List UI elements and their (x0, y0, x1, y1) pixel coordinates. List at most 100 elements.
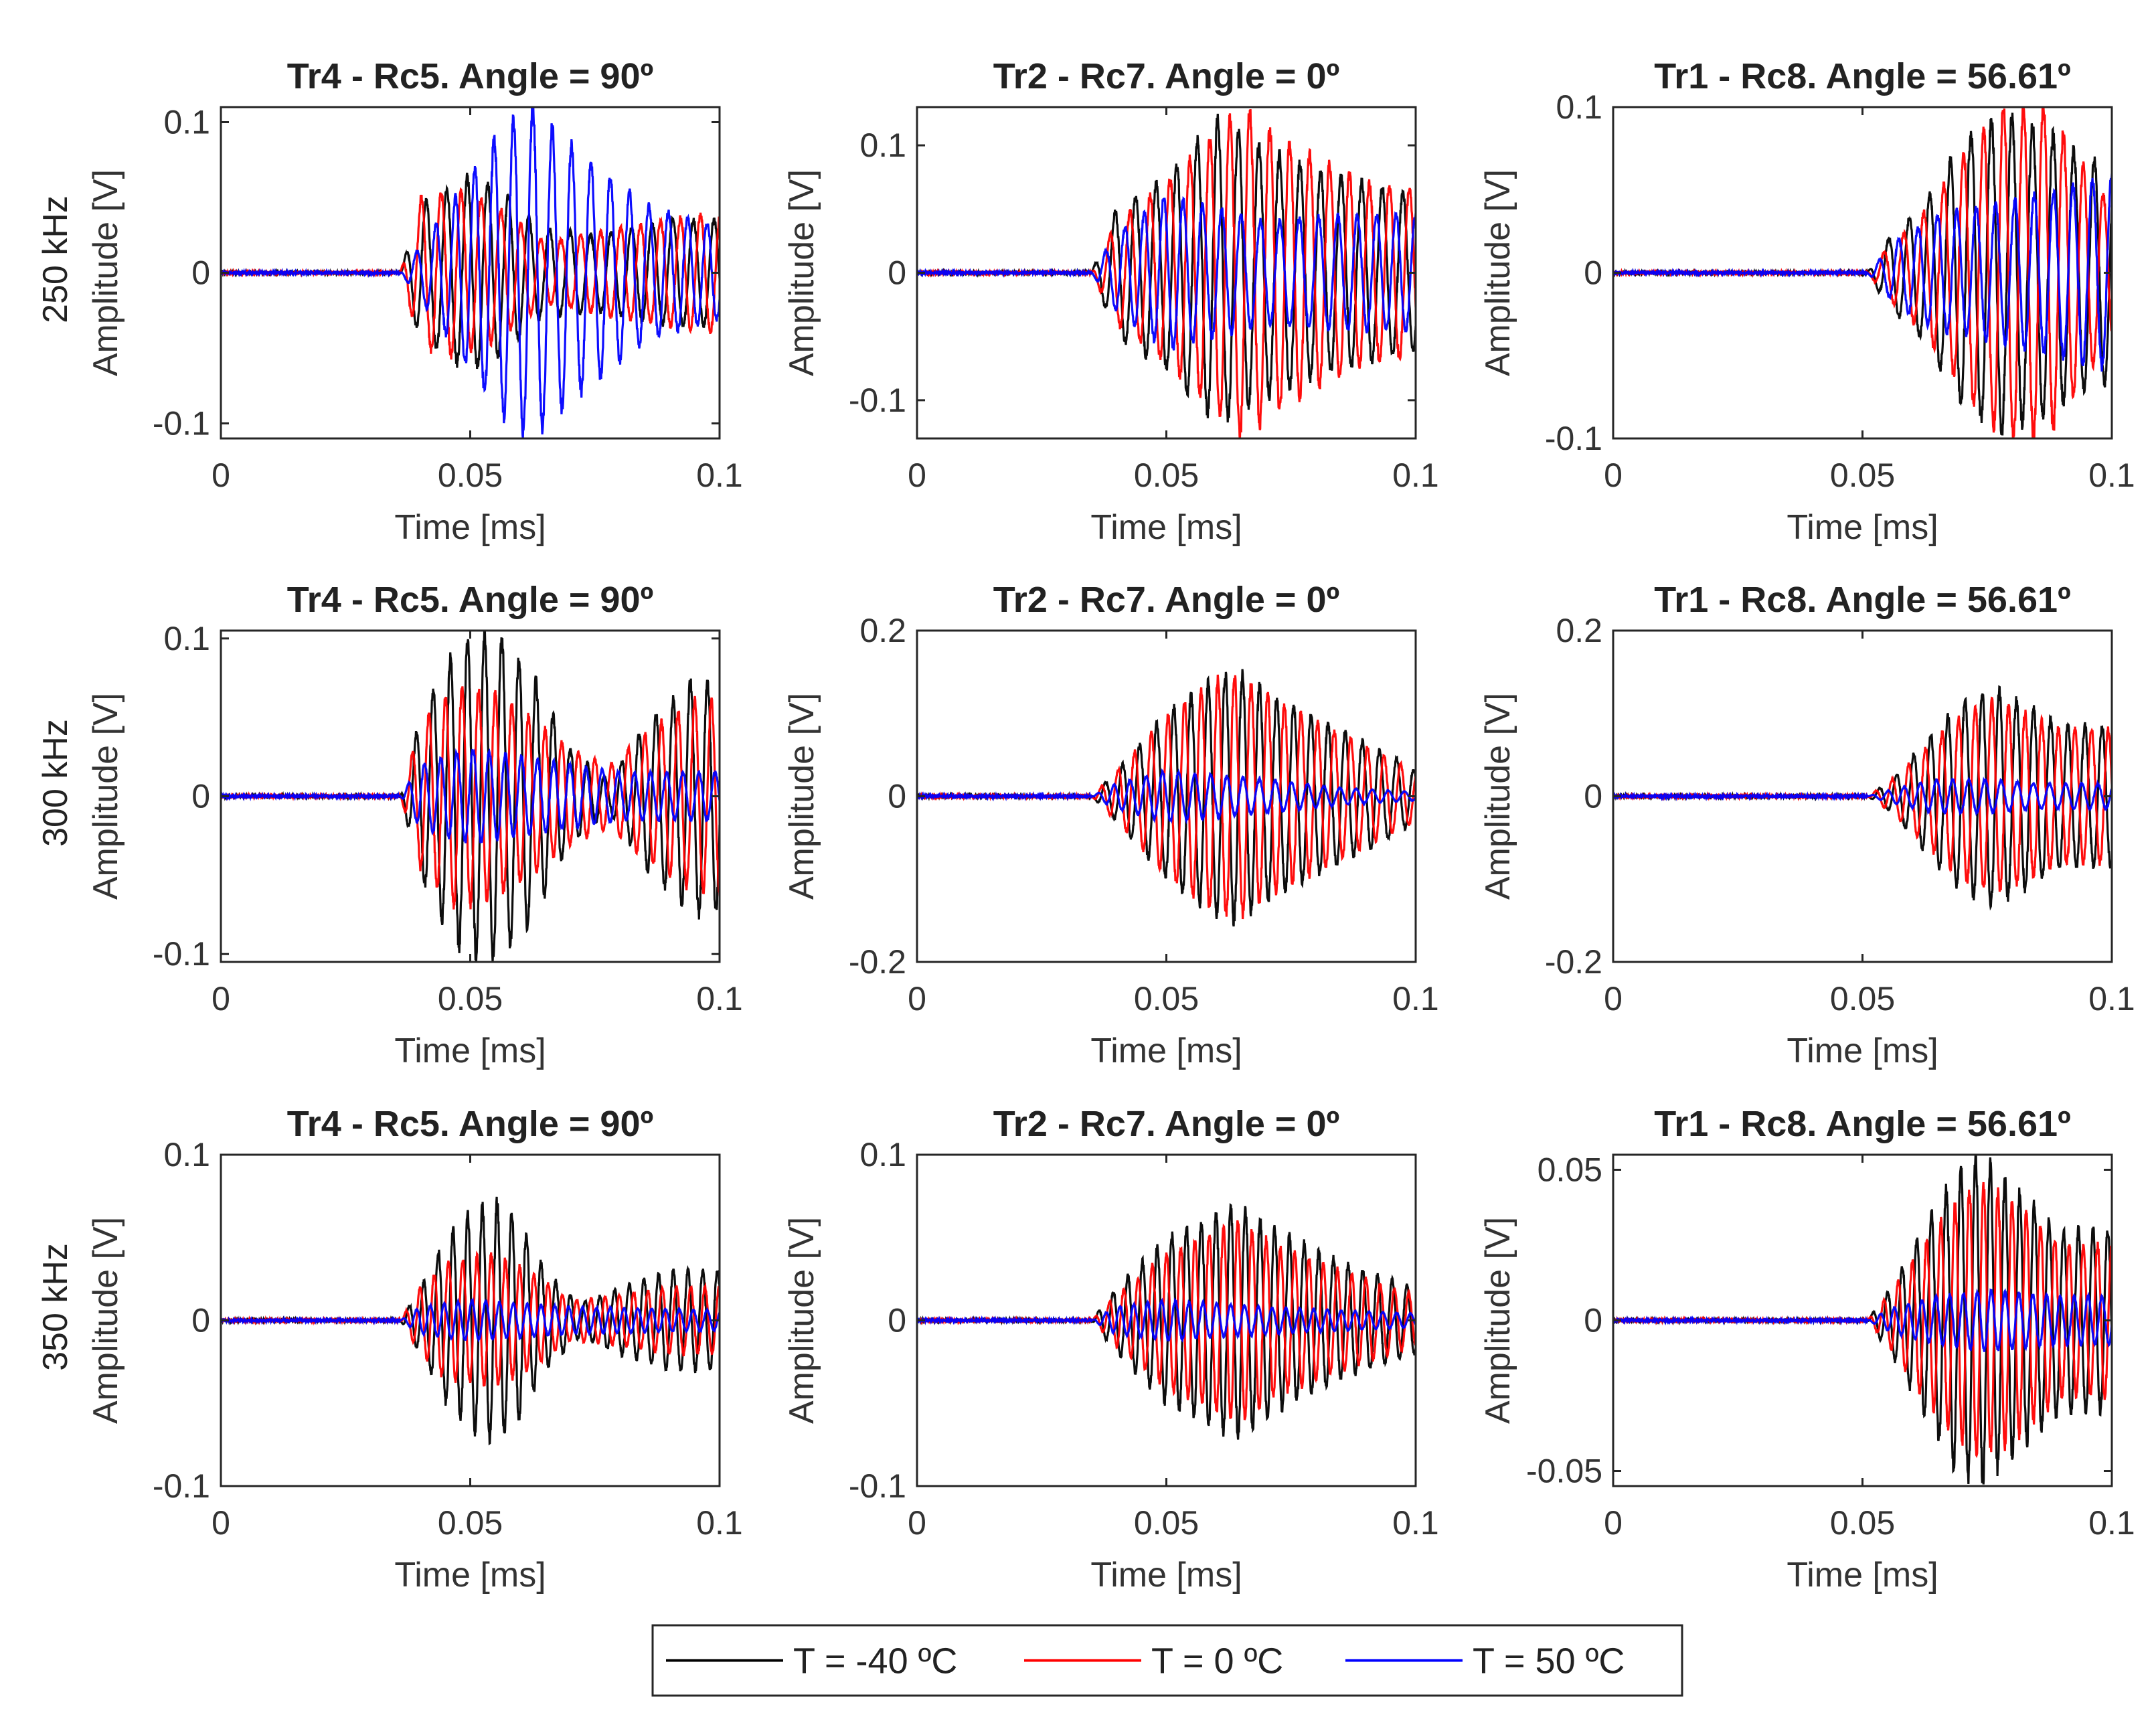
row-frequency-label: 250 kHz (36, 195, 75, 323)
series-line-50c (1613, 1288, 2112, 1352)
y-tick-label: 0.2 (859, 612, 906, 649)
legend-entry-label: T = 0 ºC (1151, 1641, 1283, 1682)
x-tick-label: 0.05 (1134, 980, 1199, 1017)
x-axis-label: Time [ms] (1787, 1556, 1938, 1595)
x-tick-label: 0 (212, 1504, 230, 1542)
x-tick-label: 0.1 (2088, 980, 2135, 1017)
y-tick-label: -0.1 (153, 405, 210, 442)
subplot-title: Tr1 - Rc8. Angle = 56.61º (1654, 1104, 2071, 1144)
y-tick-label: 0 (888, 254, 906, 292)
series-line-50c (917, 768, 1416, 825)
y-tick-label: 0 (191, 1302, 210, 1339)
y-tick-label: -0.2 (1545, 943, 1602, 981)
series-group (917, 1203, 1416, 1440)
series-line-50c (221, 748, 720, 843)
x-tick-label: 0.1 (2088, 457, 2135, 494)
x-axis-label: Time [ms] (394, 1032, 546, 1070)
subplot-title: Tr2 - Rc7. Angle = 0º (993, 1104, 1339, 1144)
x-tick-label: 0.05 (438, 1504, 503, 1542)
x-tick-label: 0 (1604, 1504, 1623, 1542)
series-line-50c (917, 196, 1416, 351)
x-axis-label: Time [ms] (1787, 508, 1938, 547)
y-tick-label: -0.1 (849, 1467, 906, 1505)
y-tick-label: 0 (1584, 254, 1602, 292)
series-group (221, 107, 720, 438)
x-tick-label: 0 (1604, 457, 1623, 494)
y-tick-label: 0 (191, 254, 210, 292)
x-axis-label: Time [ms] (1787, 1032, 1938, 1070)
y-tick-label: -0.2 (849, 943, 906, 981)
y-axis-label: Amplitude [V] (86, 693, 125, 900)
x-axis-label: Time [ms] (394, 508, 546, 547)
y-tick-label: 0.1 (163, 620, 210, 657)
y-axis-label: Amplitude [V] (782, 169, 821, 376)
subplot-title: Tr1 - Rc8. Angle = 56.61º (1654, 580, 2071, 620)
y-tick-label: -0.1 (849, 382, 906, 419)
series-group (1613, 685, 2112, 911)
subplot-title: Tr4 - Rc5. Angle = 90º (287, 56, 653, 96)
subplot-r0-c1: 0 0.05 0.1 0.1 0 -0.1 Tr2 - Rc7. Angle = 0º Tim… (782, 56, 1439, 547)
row-frequency-label: 350 kHz (36, 1243, 75, 1371)
y-tick-label: -0.1 (1545, 420, 1602, 457)
y-tick-label: 0 (888, 778, 906, 815)
subplot-title: Tr1 - Rc8. Angle = 56.61º (1654, 56, 2071, 96)
subplot-title: Tr2 - Rc7. Angle = 0º (993, 580, 1339, 620)
x-axis-label: Time [ms] (394, 1556, 546, 1595)
x-tick-label: 0.1 (1392, 980, 1439, 1017)
x-tick-label: 0.05 (1830, 980, 1895, 1017)
legend-box (651, 1624, 1683, 1697)
y-tick-label: 0.05 (1538, 1151, 1602, 1189)
x-tick-label: 0.1 (696, 980, 743, 1017)
series-group (221, 1196, 720, 1446)
x-tick-label: 0 (908, 457, 926, 494)
x-tick-label: 0 (212, 457, 230, 494)
x-tick-label: 0.1 (1392, 457, 1439, 494)
y-axis-label: Amplitude [V] (782, 693, 821, 900)
subplot-title: Tr2 - Rc7. Angle = 0º (993, 56, 1339, 96)
x-tick-label: 0.05 (1134, 1504, 1199, 1542)
y-tick-label: 0 (1584, 1302, 1602, 1339)
x-axis-label: Time [ms] (1090, 1032, 1242, 1070)
x-tick-label: 0.05 (1830, 1504, 1895, 1542)
series-group (917, 669, 1416, 927)
legend-entry-label: T = 50 ºC (1473, 1641, 1625, 1682)
y-tick-label: 0.1 (1556, 88, 1602, 126)
y-axis-label: Amplitude [V] (86, 169, 125, 376)
y-tick-label: 0.1 (859, 1136, 906, 1173)
y-axis-label: Amplitude [V] (1479, 1217, 1517, 1424)
y-tick-label: 0.1 (859, 127, 906, 164)
x-tick-label: 0.05 (1830, 457, 1895, 494)
row-frequency-label: 300 kHz (36, 719, 75, 847)
series-line-50c (917, 1297, 1416, 1343)
legend-entry-label: T = -40 ºC (793, 1641, 957, 1682)
series-line-50c (221, 1297, 720, 1343)
subplot-title: Tr4 - Rc5. Angle = 90º (287, 1104, 653, 1144)
y-tick-label: 0.1 (163, 1136, 210, 1173)
y-axis-label: Amplitude [V] (86, 1217, 125, 1424)
subplot-title: Tr4 - Rc5. Angle = 90º (287, 580, 653, 620)
y-tick-label: 0.2 (1556, 612, 1602, 649)
series-line-50c (221, 107, 720, 438)
x-tick-label: 0 (908, 1504, 926, 1542)
y-tick-label: 0 (888, 1302, 906, 1339)
row-frequency-labels: 250 kHz 300 kHz 350 kHz (36, 195, 75, 1371)
y-axis-label: Amplitude [V] (1479, 169, 1517, 376)
x-tick-label: 0.1 (1392, 1504, 1439, 1542)
series-line-50c (1613, 776, 2112, 817)
y-tick-label: -0.1 (153, 935, 210, 973)
x-axis-label: Time [ms] (1090, 508, 1242, 547)
series-group (1613, 1155, 2112, 1485)
y-tick-label: 0 (1584, 778, 1602, 815)
x-axis-label: Time [ms] (1090, 1556, 1242, 1595)
x-tick-label: 0.05 (438, 457, 503, 494)
x-tick-label: 0.1 (2088, 1504, 2135, 1542)
y-tick-label: -0.05 (1526, 1453, 1602, 1490)
x-tick-label: 0.05 (438, 980, 503, 1017)
